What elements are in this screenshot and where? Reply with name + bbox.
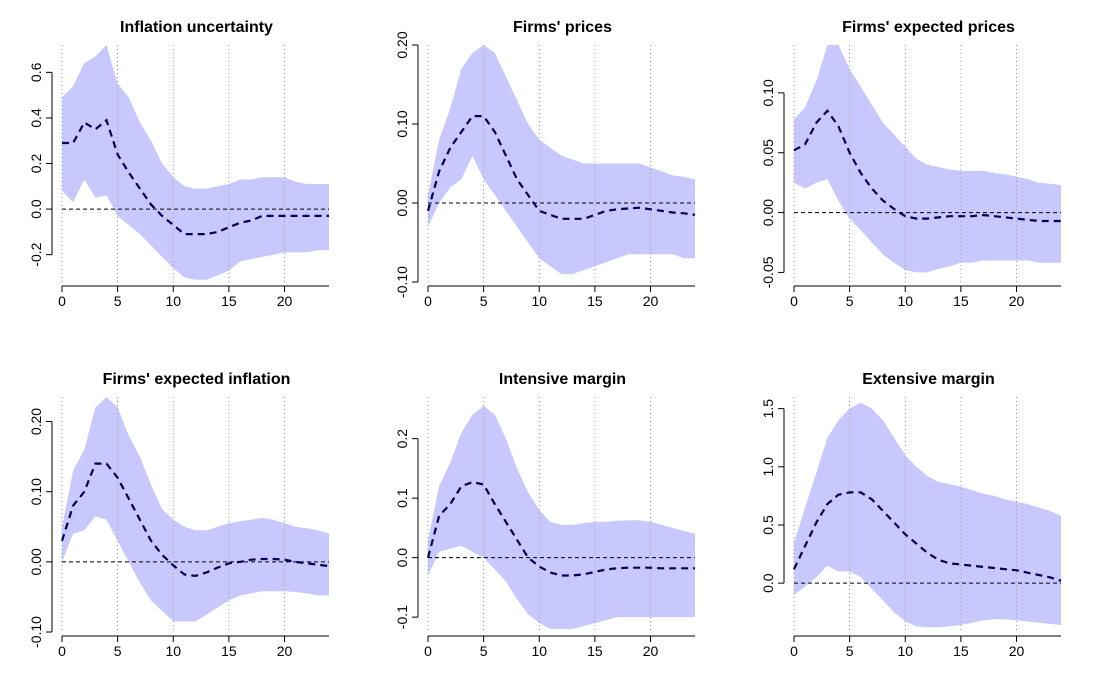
x-tick-label: 5 <box>114 643 122 659</box>
x-tick-label: 0 <box>424 293 432 309</box>
x-tick-label: 10 <box>897 293 913 309</box>
panel-title: Inflation uncertainty <box>120 19 273 36</box>
y-tick-label: 0.1 <box>394 488 410 508</box>
confidence-band <box>794 45 1061 273</box>
y-tick-label: 0.05 <box>760 139 776 166</box>
median-irf-line <box>60 462 330 578</box>
x-tick-label: 10 <box>165 643 181 659</box>
confidence-band <box>428 45 695 275</box>
y-tick-label: 1.0 <box>760 457 776 477</box>
confidence-band <box>794 402 1061 628</box>
y-tick-label: -0.10 <box>394 266 410 298</box>
x-tick-label: 5 <box>480 643 488 659</box>
x-tick-label: 20 <box>1009 643 1025 659</box>
y-tick-label: 0.00 <box>760 199 776 226</box>
y-tick-label: 0.10 <box>28 478 44 505</box>
panel-title: Firms' expected prices <box>842 19 1015 36</box>
confidence-band <box>62 45 329 280</box>
x-tick-label: 20 <box>643 293 659 309</box>
y-tick-label: 0.0 <box>394 548 410 568</box>
x-tick-label: 10 <box>531 643 547 659</box>
x-tick-label: 5 <box>846 293 854 309</box>
y-tick-label: 0.00 <box>28 548 44 575</box>
x-tick-label: 15 <box>953 643 969 659</box>
panel-firms-expected-inflation: Firms' expected inflation 0 5 10 15 20 -0.10 0… <box>28 371 330 659</box>
y-tick-label: 0.4 <box>28 108 44 128</box>
y-tick-label: 0.6 <box>28 62 44 82</box>
panel-title: Extensive margin <box>862 371 995 388</box>
x-tick-label: 15 <box>587 643 603 659</box>
x-tick-label: 10 <box>531 293 547 309</box>
panel-intensive-margin: Intensive margin 0 5 10 15 20 -0.1 0.0 0.1 0.2 <box>394 371 695 659</box>
panel-extensive-margin: Extensive margin 0 5 10 15 20 0.0 0.5 1.0 1.5 <box>760 371 1062 659</box>
x-tick-label: 0 <box>58 643 66 659</box>
y-tick-label: 0.20 <box>394 31 410 58</box>
x-tick-label: 15 <box>587 293 603 309</box>
panel-title: Firms' expected inflation <box>103 371 291 388</box>
confidence-band <box>428 405 695 629</box>
x-tick-label: 15 <box>221 293 237 309</box>
y-tick-label: 0.2 <box>394 429 410 449</box>
y-tick-label: 0.00 <box>394 189 410 216</box>
x-tick-label: 5 <box>114 293 122 309</box>
panel-title: Intensive margin <box>499 371 626 388</box>
y-tick-label: 0.0 <box>760 573 776 593</box>
y-tick-label: 0.10 <box>760 79 776 106</box>
x-tick-label: 0 <box>58 293 66 309</box>
x-tick-label: 20 <box>277 293 293 309</box>
y-tick-label: 0.5 <box>760 515 776 535</box>
panel-firms-expected-prices: Firms' expected prices 0 5 10 15 20 -0.05 0.00… <box>760 19 1061 309</box>
median-irf-line <box>793 109 1061 223</box>
median-irf-line <box>426 480 695 577</box>
x-tick-label: 5 <box>480 293 488 309</box>
y-tick-label: -0.1 <box>394 605 410 629</box>
y-tick-label: -0.05 <box>760 256 776 288</box>
panel-title: Firms' prices <box>513 19 612 36</box>
x-tick-label: 10 <box>897 643 913 659</box>
median-irf-line <box>62 118 329 236</box>
confidence-band <box>62 397 329 622</box>
x-tick-label: 5 <box>846 643 854 659</box>
x-tick-label: 15 <box>953 293 969 309</box>
y-tick-label: -0.2 <box>28 242 44 266</box>
median-irf-line <box>426 115 696 220</box>
panel-inflation-uncertainty: Inflation uncertainty 0 5 10 15 20 -0.2 0.0 0.2… <box>28 19 329 309</box>
y-tick-label: 0.0 <box>28 199 44 219</box>
x-tick-label: 0 <box>790 643 798 659</box>
y-tick-label: 0.2 <box>28 154 44 174</box>
y-tick-label: -0.10 <box>28 616 44 648</box>
x-tick-label: 20 <box>277 643 293 659</box>
x-tick-label: 15 <box>221 643 237 659</box>
median-irf-line <box>793 491 1062 582</box>
panel-firms-prices: Firms' prices 0 5 10 15 20 -0.10 0.00 0.10 0.20 <box>394 19 696 309</box>
y-tick-label: 0.20 <box>28 408 44 435</box>
x-tick-label: 10 <box>165 293 181 309</box>
x-tick-label: 20 <box>643 643 659 659</box>
x-tick-label: 0 <box>790 293 798 309</box>
x-tick-label: 0 <box>424 643 432 659</box>
y-tick-label: 0.10 <box>394 110 410 137</box>
y-tick-label: 1.5 <box>760 399 776 419</box>
x-tick-label: 20 <box>1009 293 1025 309</box>
